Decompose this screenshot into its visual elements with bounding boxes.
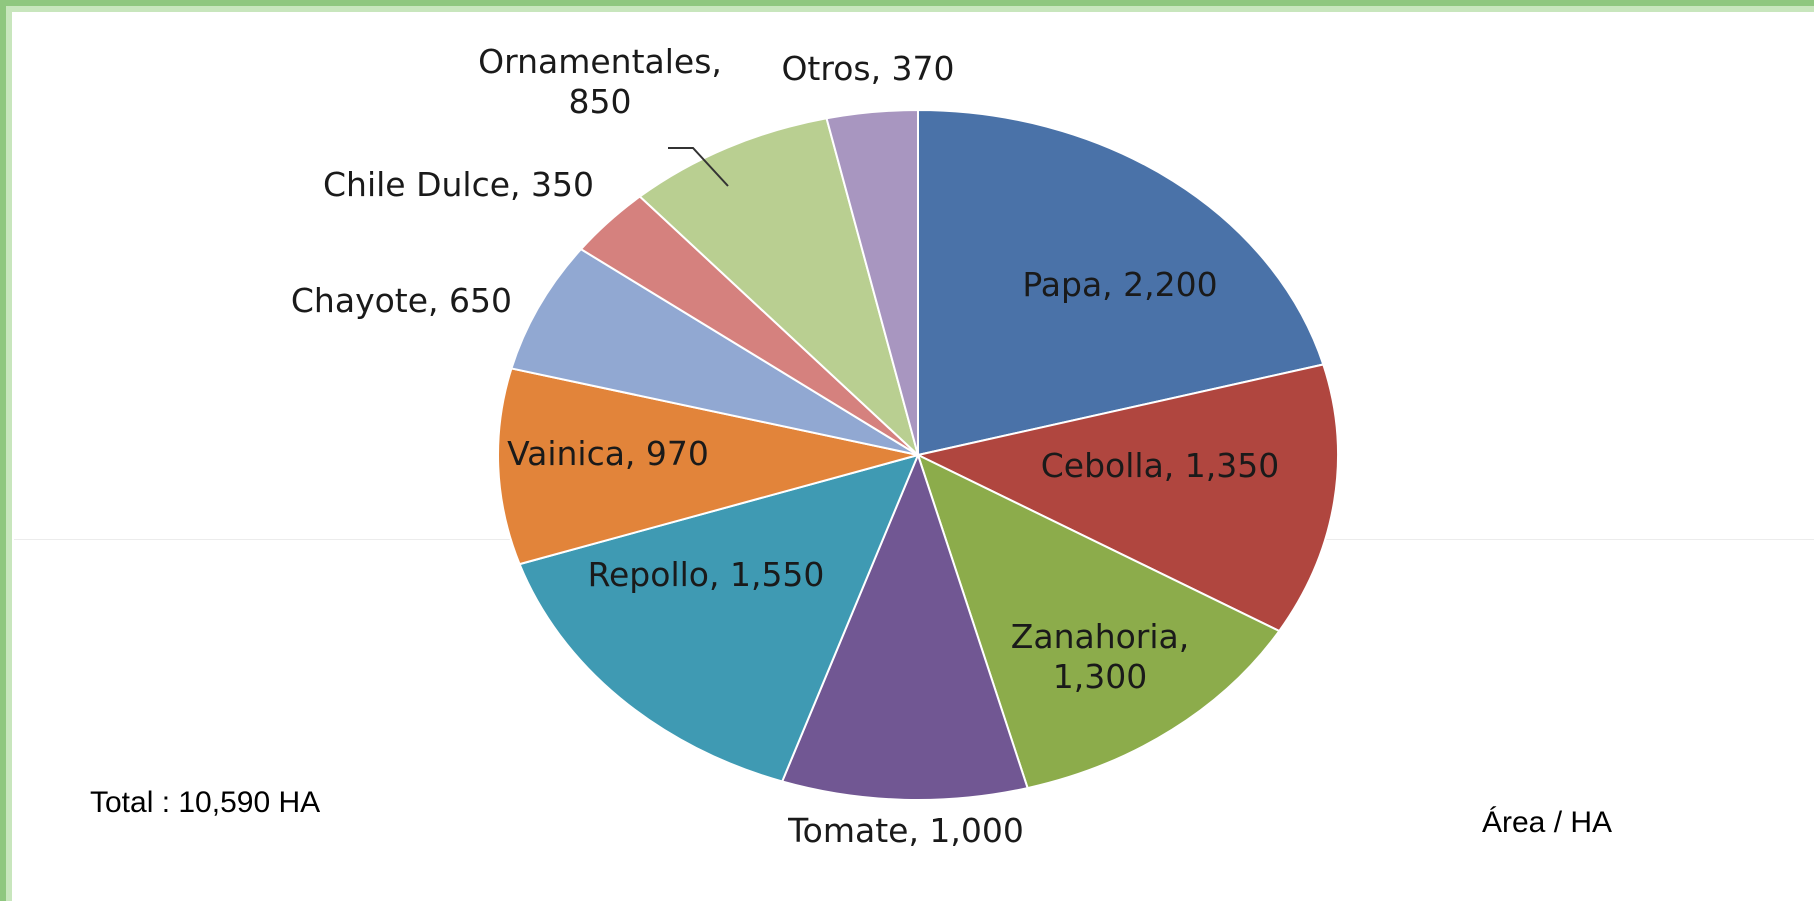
pie-label-zanahoria: Zanahoria, 1,300	[1011, 617, 1190, 696]
pie-label-otros: Otros, 370	[781, 49, 954, 88]
pie-slice-otros	[825, 108, 919, 456]
pie-label-line: 850	[569, 82, 632, 121]
pie-label-line: Otros, 370	[781, 49, 954, 88]
ornamentales-leader-line	[668, 147, 729, 187]
pie-label-vainica: Vainica, 970	[507, 434, 709, 473]
pie-label-repollo: Repollo, 1,550	[588, 555, 825, 594]
pie-slice-papa	[917, 108, 1325, 457]
unit-note: Área / HA	[1482, 806, 1613, 839]
pie-label-line: Chayote, 650	[291, 281, 512, 320]
pie-label-tomate: Tomate, 1,000	[787, 811, 1024, 850]
pie-label-cebolla: Cebolla, 1,350	[1041, 446, 1280, 485]
pie-slice-cebolla	[914, 363, 1339, 633]
pie-label-line: 1,300	[1053, 657, 1147, 696]
pie-label-chile-dulce: Chile Dulce, 350	[323, 165, 594, 204]
pie-slices	[497, 108, 1339, 801]
pie-label-line: Ornamentales,	[478, 42, 722, 81]
pie-label-line: Tomate, 1,000	[787, 811, 1024, 850]
pie-label-line: Zanahoria,	[1011, 617, 1190, 656]
pie-slice-tomate	[780, 452, 1029, 801]
pie-slice-repollo	[518, 453, 920, 783]
pie-label-line: Papa, 2,200	[1022, 265, 1217, 304]
pie-label-line: Vainica, 970	[507, 434, 709, 473]
pie-label-line: Repollo, 1,550	[588, 555, 825, 594]
pie-labels: Papa, 2,200 Cebolla, 1,350 Zanahoria, 1,300…	[291, 42, 1279, 850]
pie-label-ornamentales: Ornamentales, 850	[478, 42, 722, 121]
pie-label-papa: Papa, 2,200	[1022, 265, 1217, 304]
pie-label-line: Cebolla, 1,350	[1041, 446, 1280, 485]
total-note: Total : 10,590 HA	[90, 786, 321, 819]
pie-label-line: Chile Dulce, 350	[323, 165, 594, 204]
pie-label-chayote: Chayote, 650	[291, 281, 512, 320]
pie-slice-chayote	[510, 247, 919, 456]
pie-slice-vainica	[497, 367, 919, 566]
pie-slice-zanahoria	[916, 453, 1281, 790]
